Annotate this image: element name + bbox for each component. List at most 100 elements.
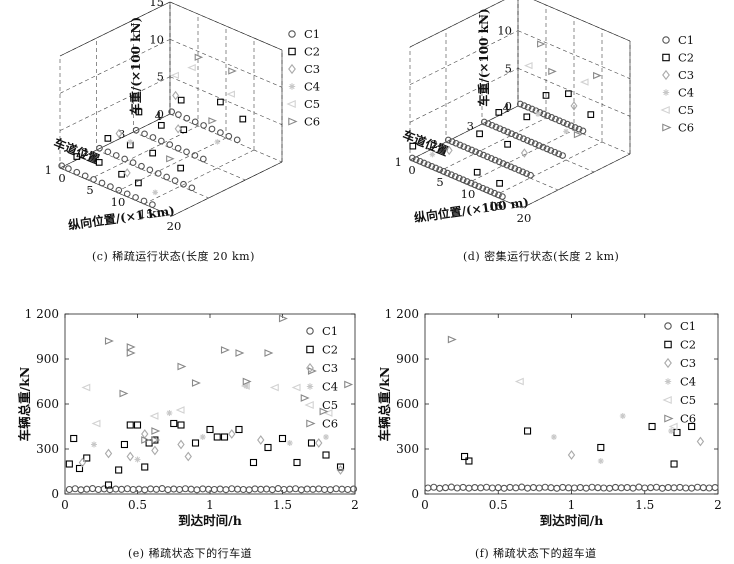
floor-grid — [437, 117, 547, 173]
point-C6 — [300, 394, 310, 402]
point-C2 — [170, 419, 178, 428]
x-tick-label: 0 — [61, 498, 69, 512]
point-C1 — [460, 143, 468, 151]
y-tick-label: 3 — [467, 119, 474, 133]
point-C1 — [65, 165, 72, 172]
z-tick-label: 10 — [149, 32, 164, 46]
point-C1 — [524, 137, 531, 144]
caption-d: (d) 密集运行状态(长度 2 km) — [463, 250, 620, 263]
point-C1 — [556, 117, 563, 125]
wall-grid — [409, 68, 519, 123]
legend-label-C5: C5 — [304, 97, 320, 111]
point-C1 — [432, 164, 440, 172]
point-C6 — [151, 436, 161, 444]
x-tick-label: 20 — [167, 219, 182, 233]
legend-label-C2: C2 — [304, 45, 320, 59]
point-C1 — [472, 148, 480, 156]
legend-label-C6: C6 — [680, 412, 696, 426]
legend-label-C3: C3 — [678, 68, 694, 82]
point-C2 — [120, 440, 128, 449]
point-C6 — [141, 436, 151, 444]
point-C3 — [184, 451, 192, 462]
point-C1 — [544, 112, 552, 120]
point-C2 — [565, 90, 572, 98]
point-C3 — [177, 439, 185, 450]
point-C1 — [81, 172, 89, 180]
point-C2 — [73, 153, 81, 160]
point-C1 — [428, 162, 436, 170]
point-C1 — [171, 177, 179, 184]
point-C6 — [177, 362, 187, 371]
caption-c: (c) 稀疏运行状态(长度 20 km) — [92, 250, 255, 263]
point-C3 — [336, 465, 345, 475]
point-C5 — [175, 406, 185, 414]
floor-grid — [143, 149, 255, 205]
point-C2 — [278, 434, 287, 443]
series-C1 — [424, 483, 719, 492]
point-C2 — [322, 451, 330, 459]
point-C1 — [225, 132, 233, 140]
point-C4 — [429, 151, 436, 158]
point-C1 — [146, 166, 154, 174]
point-C1 — [191, 118, 199, 126]
x-tick-label: 1.5 — [273, 498, 292, 512]
point-C1 — [511, 165, 519, 172]
point-C1 — [579, 127, 587, 135]
point-C1 — [412, 156, 420, 163]
point-C1 — [496, 125, 504, 133]
point-C1 — [157, 137, 165, 145]
point-C2 — [264, 443, 272, 452]
point-C1 — [495, 158, 503, 166]
point-C4 — [214, 139, 221, 145]
point-C5 — [81, 383, 91, 392]
point-C1 — [200, 122, 207, 129]
point-C4 — [127, 139, 134, 145]
legend-marker-C3 — [288, 63, 296, 75]
point-C1 — [408, 154, 416, 162]
series-C2 — [73, 96, 247, 187]
y-tick-label: 900 — [36, 352, 59, 366]
point-C2 — [115, 466, 123, 474]
point-C1 — [504, 128, 512, 136]
point-C5 — [668, 422, 678, 431]
point-C2 — [461, 452, 469, 461]
legend-marker-C2 — [662, 53, 670, 62]
x-tick-label: 15 — [489, 199, 504, 213]
point-C2 — [135, 179, 142, 187]
point-C1 — [524, 103, 532, 111]
legend-marker-C5 — [660, 105, 670, 115]
point-C2 — [307, 439, 316, 447]
legend-label-C5: C5 — [678, 103, 694, 117]
point-C6 — [166, 155, 175, 163]
point-C2 — [104, 481, 113, 489]
legend-label-C1: C1 — [680, 319, 696, 333]
series-C6 — [447, 335, 457, 344]
point-C1 — [191, 152, 199, 159]
point-C2 — [177, 421, 185, 429]
point-C4 — [563, 128, 569, 135]
z-axis-label: 车重/(×100 kN) — [476, 8, 491, 106]
point-C6 — [220, 346, 230, 354]
point-C3 — [172, 90, 180, 101]
point-C2 — [670, 460, 678, 468]
point-C6 — [119, 389, 129, 398]
point-C1 — [536, 108, 544, 116]
point-C6 — [151, 427, 161, 435]
point-C1 — [535, 142, 543, 149]
series-C3 — [78, 429, 345, 475]
legend-label-C4: C4 — [304, 80, 320, 94]
y-tick-label: 4 — [503, 101, 510, 115]
point-C1 — [484, 120, 492, 127]
point-C2 — [496, 179, 503, 187]
point-C1 — [96, 144, 103, 152]
z-tick-label: 10 — [497, 24, 512, 38]
point-C1 — [539, 143, 547, 151]
point-C3 — [570, 101, 578, 111]
point-C1 — [575, 125, 583, 133]
x-tick-label: 1.5 — [635, 498, 654, 512]
point-C1 — [548, 114, 555, 121]
point-C1 — [98, 179, 106, 187]
point-C1 — [491, 189, 498, 197]
